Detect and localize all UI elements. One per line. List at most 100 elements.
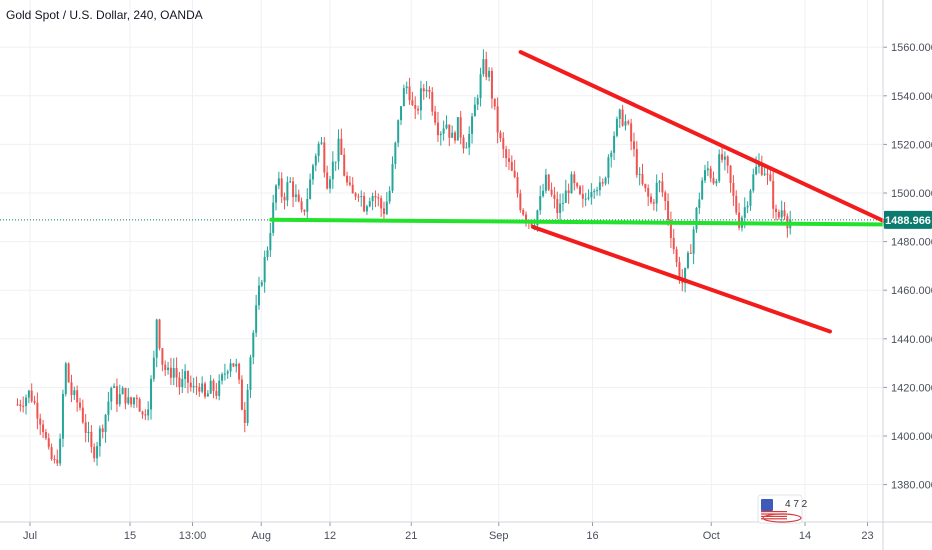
candle-body: [39, 418, 42, 425]
candle-body: [658, 181, 661, 183]
candle-body: [115, 386, 118, 405]
candle-body: [695, 207, 698, 230]
candle-body: [84, 422, 87, 433]
logo-layer: 4 7 2: [757, 494, 808, 524]
candle-body: [229, 363, 232, 372]
candle-body: [132, 397, 135, 405]
candle-body: [218, 380, 221, 396]
candle-body: [221, 374, 224, 381]
candle-body: [507, 158, 510, 162]
candle-body: [380, 198, 383, 209]
candle-body: [201, 383, 204, 392]
candle-body: [314, 155, 317, 166]
candle-body: [556, 198, 559, 213]
candle-body: [22, 406, 25, 408]
candle-body: [573, 174, 576, 184]
candle-body: [701, 180, 704, 200]
candle-body: [354, 193, 357, 197]
candle-body: [669, 220, 672, 238]
candle-body: [550, 189, 553, 195]
candle-body: [610, 152, 613, 158]
candle-body: [686, 252, 689, 268]
candle-body: [684, 267, 687, 284]
y-tick-label: 1520.000: [891, 139, 932, 151]
candle-body: [326, 172, 329, 189]
candle-body: [442, 128, 445, 134]
x-tick-label: 21: [405, 530, 417, 542]
candle-body: [738, 212, 741, 228]
candle-body: [505, 149, 508, 159]
candle-body: [147, 409, 150, 416]
candle-body: [476, 98, 479, 105]
candle-body: [522, 210, 525, 215]
candle-body: [73, 390, 76, 396]
candle-body: [186, 371, 189, 383]
y-tick-label: 1460.000: [891, 285, 932, 297]
candle-body: [357, 196, 360, 198]
candle-body: [516, 177, 519, 194]
candle-body: [340, 138, 343, 155]
candle-body: [175, 367, 178, 378]
candle-body: [496, 106, 499, 133]
candle-body: [456, 117, 459, 141]
candle-body: [96, 446, 99, 459]
candle-body: [721, 154, 724, 160]
candle-body: [204, 383, 206, 397]
candle-body: [365, 206, 368, 212]
candle-body: [405, 86, 408, 89]
candle-body: [655, 182, 658, 204]
candle-body: [755, 166, 758, 175]
candle-body: [763, 173, 766, 175]
candle-body: [164, 364, 167, 371]
candle-body: [79, 402, 81, 408]
candle-body: [158, 319, 161, 349]
candle-body: [113, 386, 116, 388]
candle-body: [729, 165, 732, 183]
candle-body: [87, 432, 90, 434]
candle-body: [536, 210, 539, 226]
candle-body: [178, 377, 181, 388]
candle-body: [76, 390, 79, 403]
candle-body: [587, 197, 590, 199]
candle-body: [300, 201, 303, 210]
candle-body: [385, 201, 388, 214]
candle-body: [539, 196, 542, 211]
y-tick-label: 1540.000: [891, 91, 932, 103]
x-tick-label: Jul: [23, 530, 37, 542]
candle-body: [553, 194, 556, 199]
x-tick-label: Aug: [251, 530, 271, 542]
logo-flag-stripe: [761, 515, 787, 517]
candle-body: [644, 183, 647, 189]
candle-body: [715, 181, 718, 184]
candle-body: [317, 143, 320, 156]
candle-body: [772, 180, 775, 209]
candle-body: [42, 424, 45, 433]
candle-body: [664, 192, 667, 202]
candle-body: [101, 428, 104, 433]
candle-body: [752, 174, 755, 191]
candle-body: [760, 162, 763, 175]
candle-body: [360, 196, 363, 198]
candle-body: [16, 404, 19, 406]
candle-body: [388, 190, 391, 202]
candle-body: [377, 197, 380, 199]
candle-body: [98, 428, 101, 447]
logo-flag-stripe: [761, 518, 787, 520]
candle-body: [445, 124, 448, 129]
candle-body: [292, 181, 295, 197]
candle-body: [425, 89, 428, 92]
candle-body: [306, 198, 309, 212]
candle-body: [152, 357, 155, 379]
candle-body: [488, 70, 491, 78]
candle-body: [621, 109, 624, 126]
candle-body: [161, 348, 164, 365]
candle-body: [499, 132, 502, 139]
candle-body: [485, 59, 488, 78]
candle-body: [579, 186, 581, 194]
candle-body: [346, 175, 349, 183]
candle-body: [689, 252, 692, 254]
candle-body: [36, 402, 39, 419]
candle-body: [613, 135, 616, 153]
